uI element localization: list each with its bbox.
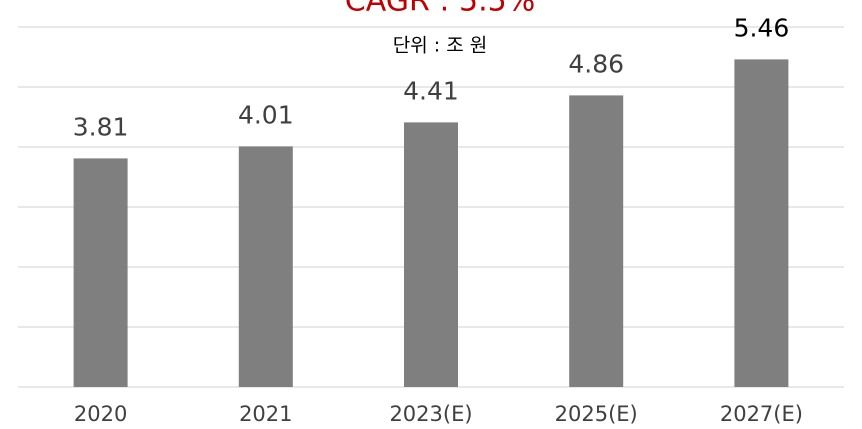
bar [734,59,789,388]
chart-title: CAGR : 5.5% [345,0,535,19]
x-tick-label: 2021 [239,402,292,426]
value-label: 5.46 [734,13,790,42]
value-label: 4.01 [238,100,294,129]
bar [73,158,128,387]
value-label: 4.86 [568,49,624,78]
x-tick-label: 2027(E) [720,402,803,426]
x-tick-label: 2025(E) [555,402,638,426]
bar [404,122,458,388]
bar [569,95,624,388]
value-label: 3.81 [73,112,129,141]
value-label: 4.41 [403,76,459,105]
x-tick-label: 2023(E) [389,402,472,426]
bar [238,146,293,387]
chart-subtitle: 단위 : 조 원 [393,35,487,57]
x-tick-label: 2020 [74,402,127,426]
